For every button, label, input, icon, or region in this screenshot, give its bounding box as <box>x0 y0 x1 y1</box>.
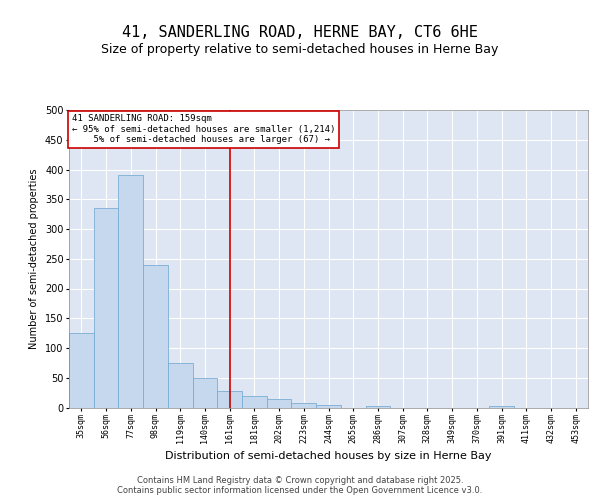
Y-axis label: Number of semi-detached properties: Number of semi-detached properties <box>29 168 39 349</box>
Text: 41, SANDERLING ROAD, HERNE BAY, CT6 6HE: 41, SANDERLING ROAD, HERNE BAY, CT6 6HE <box>122 25 478 40</box>
X-axis label: Distribution of semi-detached houses by size in Herne Bay: Distribution of semi-detached houses by … <box>165 452 492 462</box>
Text: Contains HM Land Registry data © Crown copyright and database right 2025.
Contai: Contains HM Land Registry data © Crown c… <box>118 476 482 495</box>
Text: Size of property relative to semi-detached houses in Herne Bay: Size of property relative to semi-detach… <box>101 44 499 57</box>
Bar <box>242 396 267 407</box>
Bar <box>292 402 316 407</box>
Text: 41 SANDERLING ROAD: 159sqm
← 95% of semi-detached houses are smaller (1,214)
   : 41 SANDERLING ROAD: 159sqm ← 95% of semi… <box>71 114 335 144</box>
Bar <box>143 264 168 408</box>
Bar <box>489 406 514 407</box>
Bar <box>168 363 193 408</box>
Bar <box>365 406 390 408</box>
Bar <box>193 378 217 408</box>
Bar <box>267 399 292 407</box>
Bar <box>69 333 94 407</box>
Bar <box>118 176 143 408</box>
Bar <box>94 208 118 408</box>
Bar <box>316 404 341 407</box>
Bar <box>217 392 242 407</box>
